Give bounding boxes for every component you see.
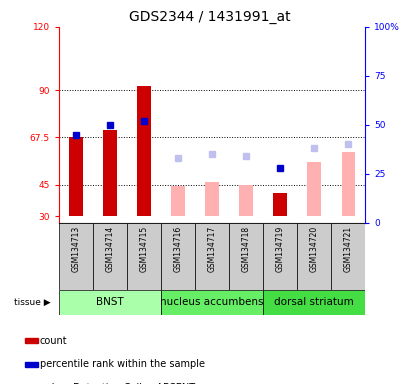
Text: GSM134713: GSM134713 (71, 226, 80, 272)
Bar (127, 223, 161, 290)
Bar (137, 86, 151, 217)
Bar (229, 223, 263, 290)
Text: count: count (39, 336, 67, 346)
Text: GSM134718: GSM134718 (241, 226, 251, 272)
Bar (331, 223, 365, 290)
Bar (341, 152, 355, 217)
Text: tissue ▶: tissue ▶ (14, 298, 50, 307)
Bar (25, 362, 37, 367)
Bar (239, 185, 253, 217)
Bar (103, 130, 117, 217)
Bar (263, 290, 365, 315)
Text: nucleus accumbens: nucleus accumbens (160, 297, 264, 308)
Bar (297, 223, 331, 290)
Bar (205, 182, 219, 217)
Text: GSM134717: GSM134717 (207, 226, 217, 272)
Bar (307, 162, 321, 217)
Bar (171, 186, 185, 217)
Text: percentile rank within the sample: percentile rank within the sample (39, 359, 205, 369)
Text: GSM134720: GSM134720 (310, 226, 319, 272)
Text: dorsal striatum: dorsal striatum (274, 297, 354, 308)
Text: GDS2344 / 1431991_at: GDS2344 / 1431991_at (129, 10, 291, 23)
Text: GSM134721: GSM134721 (344, 226, 353, 272)
Bar (273, 193, 287, 217)
Bar (59, 290, 161, 315)
Bar (69, 137, 83, 217)
Text: GSM134715: GSM134715 (139, 226, 148, 272)
Text: GSM134714: GSM134714 (105, 226, 114, 272)
Text: BNST: BNST (96, 297, 124, 308)
Text: GSM134716: GSM134716 (173, 226, 183, 272)
Bar (161, 223, 195, 290)
Bar (59, 223, 93, 290)
Bar (93, 223, 127, 290)
Text: GSM134719: GSM134719 (276, 226, 285, 272)
Bar (25, 338, 37, 343)
Bar (263, 223, 297, 290)
Bar (195, 223, 229, 290)
Bar (161, 290, 263, 315)
